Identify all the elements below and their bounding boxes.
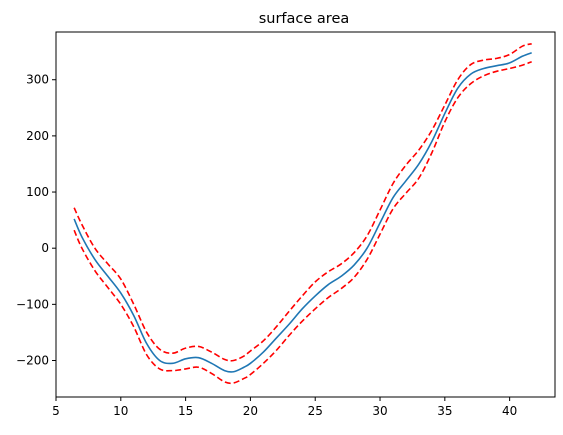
y-tick-label: 0: [41, 241, 49, 255]
x-axis: 5 10 15 20 25 30 35 40: [52, 397, 517, 418]
y-axis: −200 −100 0 100 200 300: [16, 73, 56, 368]
y-tick-label: −100: [16, 297, 49, 311]
x-tick-label: 25: [308, 404, 323, 418]
x-tick-label: 10: [113, 404, 128, 418]
series-line-lower-bound: [73, 61, 532, 385]
y-tick-label: 100: [26, 185, 49, 199]
y-tick-label: −200: [16, 354, 49, 368]
chart-title: surface area: [259, 11, 350, 27]
x-tick-label: 40: [502, 404, 517, 418]
x-tick-label: 30: [372, 404, 387, 418]
series-line-mean: [73, 52, 532, 373]
x-tick-label: 20: [243, 404, 258, 418]
plot-frame: [55, 31, 556, 398]
x-tick-label: 35: [437, 404, 452, 418]
series-layer: [73, 43, 532, 385]
x-tick-label: 15: [178, 404, 193, 418]
y-tick-label: 200: [26, 129, 49, 143]
series-line-upper-bound: [73, 43, 532, 362]
y-tick-label: 300: [26, 73, 49, 87]
x-tick-label: 5: [52, 404, 60, 418]
